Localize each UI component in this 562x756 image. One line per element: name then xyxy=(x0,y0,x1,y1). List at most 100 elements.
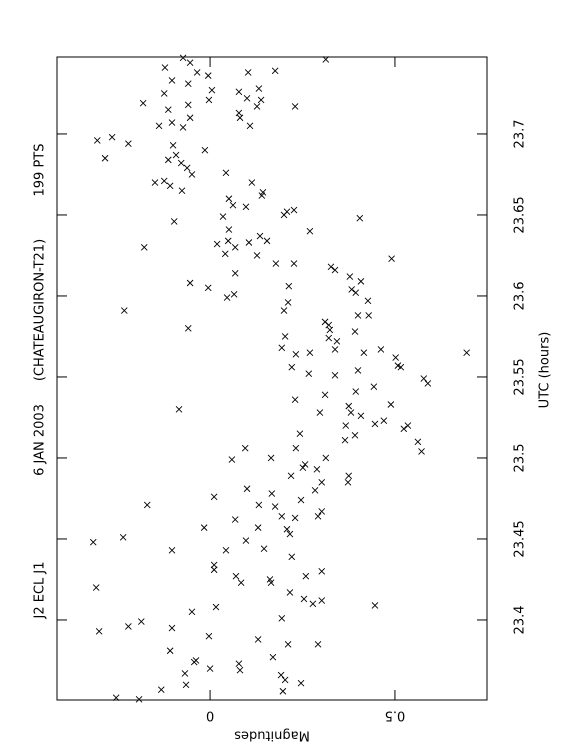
data-point xyxy=(341,436,349,444)
data-point xyxy=(205,96,213,104)
data-point xyxy=(313,465,321,473)
data-point xyxy=(286,589,294,596)
data-point xyxy=(297,496,305,504)
data-point xyxy=(318,508,326,515)
data-point xyxy=(184,325,192,332)
x-tick-label: 23.55 xyxy=(513,358,528,395)
data-point xyxy=(267,579,275,587)
y-axis-label: Magnitudes xyxy=(234,728,310,743)
x-tick-label: 23.5 xyxy=(513,443,528,472)
data-point xyxy=(371,420,379,428)
data-point xyxy=(326,326,334,334)
y-tick-label: 0 xyxy=(206,708,214,723)
data-point xyxy=(280,211,288,219)
data-point xyxy=(222,546,230,554)
data-point xyxy=(351,431,359,439)
data-point xyxy=(311,487,319,494)
title-item: 199 PTS xyxy=(33,144,48,197)
data-point xyxy=(186,59,194,66)
data-point xyxy=(263,237,271,245)
data-point xyxy=(281,333,289,340)
data-point xyxy=(318,568,326,575)
data-point xyxy=(170,218,178,225)
data-point xyxy=(357,412,365,420)
data-point xyxy=(331,346,339,353)
data-point xyxy=(278,615,286,622)
data-point xyxy=(248,179,256,186)
data-point xyxy=(246,122,254,130)
data-point xyxy=(139,99,147,107)
data-point xyxy=(271,503,279,510)
title-item: J2 ECL J1 xyxy=(33,561,48,619)
data-point xyxy=(188,608,196,616)
data-point xyxy=(206,665,214,672)
data-point xyxy=(365,312,373,319)
data-point xyxy=(228,456,236,463)
data-point xyxy=(186,114,194,122)
data-point xyxy=(301,461,309,468)
data-point xyxy=(243,485,251,493)
data-point xyxy=(166,182,174,190)
data-point xyxy=(260,545,268,553)
data-point xyxy=(160,90,168,97)
data-point xyxy=(400,425,408,433)
data-point xyxy=(225,195,233,203)
data-point xyxy=(309,600,317,608)
title-item: (CHATEAUGIRON-T21) xyxy=(33,239,48,381)
data-point xyxy=(280,307,288,314)
data-point xyxy=(314,512,322,520)
data-point xyxy=(178,187,186,194)
data-point xyxy=(168,119,176,126)
data-point xyxy=(95,627,103,635)
x-tick-label: 23.65 xyxy=(513,196,528,233)
data-point xyxy=(210,561,218,569)
data-point xyxy=(253,103,261,110)
data-point xyxy=(92,584,100,591)
data-point xyxy=(242,537,250,544)
data-point xyxy=(230,291,238,298)
data-point xyxy=(183,164,191,172)
data-point xyxy=(232,572,240,580)
y-tick-label: 0.5 xyxy=(385,708,406,723)
data-point xyxy=(236,666,244,674)
data-point xyxy=(283,525,291,533)
data-point xyxy=(204,284,212,292)
data-point xyxy=(347,409,355,416)
data-point xyxy=(333,338,341,345)
data-point xyxy=(188,171,196,178)
data-point xyxy=(254,636,262,643)
data-point xyxy=(254,524,262,531)
title-item: 6 JAN 2003 xyxy=(33,404,48,476)
data-point xyxy=(179,124,187,131)
data-point xyxy=(404,422,412,429)
data-point xyxy=(356,214,364,222)
data-point xyxy=(297,679,305,687)
data-point xyxy=(210,566,218,574)
data-point xyxy=(322,454,330,462)
data-point xyxy=(236,114,244,122)
data-point xyxy=(305,370,313,378)
data-point xyxy=(175,406,183,413)
data-point xyxy=(93,137,101,144)
data-point xyxy=(296,430,304,437)
data-point xyxy=(284,299,292,306)
data-point xyxy=(300,595,308,603)
data-point xyxy=(212,603,220,611)
data-point xyxy=(184,101,192,109)
data-point xyxy=(281,676,289,684)
data-point xyxy=(200,524,208,531)
data-point xyxy=(182,681,190,689)
data-point xyxy=(392,354,399,361)
data-point xyxy=(316,409,324,416)
data-point xyxy=(172,151,180,159)
data-point xyxy=(237,579,245,587)
data-point xyxy=(463,349,470,356)
data-point xyxy=(164,106,172,113)
x-tick-label: 23.45 xyxy=(513,520,528,557)
data-point xyxy=(225,226,233,233)
data-point xyxy=(231,244,239,251)
data-point xyxy=(101,154,109,162)
data-point xyxy=(241,444,249,452)
data-point xyxy=(231,516,239,523)
